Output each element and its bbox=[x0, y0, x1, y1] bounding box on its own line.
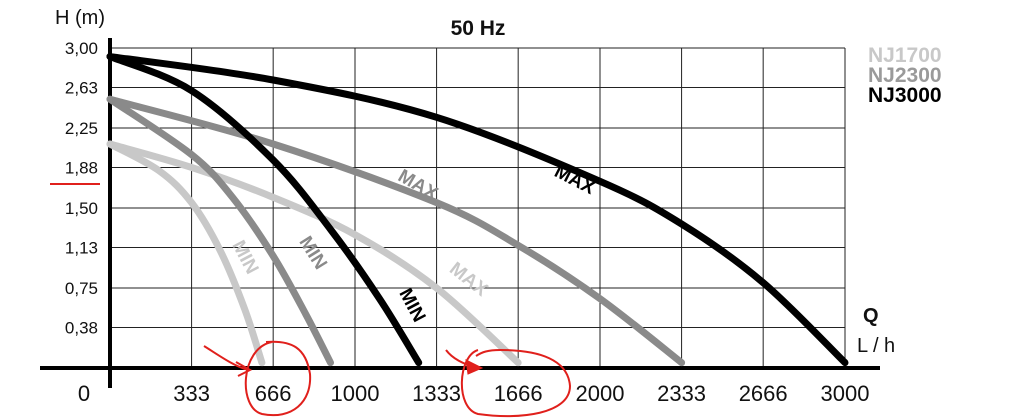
x-tick-label: 2666 bbox=[739, 381, 788, 406]
y-tick-label: 2,25 bbox=[65, 119, 98, 138]
curves bbox=[106, 53, 849, 367]
legend-entry: NJ1700 bbox=[868, 44, 942, 67]
legend-entry: NJ2300 bbox=[868, 64, 942, 87]
x-tick-label: 1333 bbox=[412, 381, 461, 406]
x-axis-unit: L / h bbox=[857, 335, 895, 357]
y-tick-label: 1,88 bbox=[65, 158, 98, 177]
x-tick-label: 1000 bbox=[331, 381, 380, 406]
curve-label: MIN bbox=[295, 233, 331, 274]
red-circle-1666 bbox=[460, 348, 572, 418]
curve-label: MAX bbox=[445, 258, 491, 301]
x-tick-label: 0 bbox=[78, 381, 90, 406]
series-nj1700-min bbox=[106, 140, 266, 367]
red-arrow-head bbox=[235, 361, 253, 377]
legend-entry: NJ3000 bbox=[868, 84, 942, 107]
x-tick-label: 1666 bbox=[494, 381, 543, 406]
x-tick-label: 2000 bbox=[576, 381, 625, 406]
series-nj3000-min bbox=[106, 53, 423, 367]
x-tick-label: 3000 bbox=[821, 381, 870, 406]
red-circle-666 bbox=[244, 340, 312, 417]
hand-annotations bbox=[50, 183, 572, 418]
y-tick-label: 0,38 bbox=[65, 318, 98, 337]
y-tick-label: 1,13 bbox=[65, 238, 98, 257]
x-tick-label: 2333 bbox=[657, 381, 706, 406]
red-arrow-head bbox=[465, 359, 484, 375]
y-tick-label: 2,63 bbox=[65, 78, 98, 97]
red-arrow-line bbox=[203, 345, 249, 371]
chart-title: 50 Hz bbox=[451, 17, 506, 40]
x-axis-label: Q bbox=[863, 305, 879, 327]
y-tick-label: 3,00 bbox=[65, 39, 98, 58]
curve-label: MIN bbox=[394, 285, 429, 326]
series-nj2300-max bbox=[106, 95, 686, 367]
series-nj3000-max bbox=[106, 53, 849, 367]
x-tick-label: 333 bbox=[173, 381, 210, 406]
x-tick-label: 666 bbox=[255, 381, 292, 406]
y-tick-label: 0,75 bbox=[65, 279, 98, 298]
y-tick-label: 1,50 bbox=[65, 199, 98, 218]
series-nj2300-min bbox=[106, 95, 334, 367]
y-axis-label: H (m) bbox=[55, 7, 105, 29]
